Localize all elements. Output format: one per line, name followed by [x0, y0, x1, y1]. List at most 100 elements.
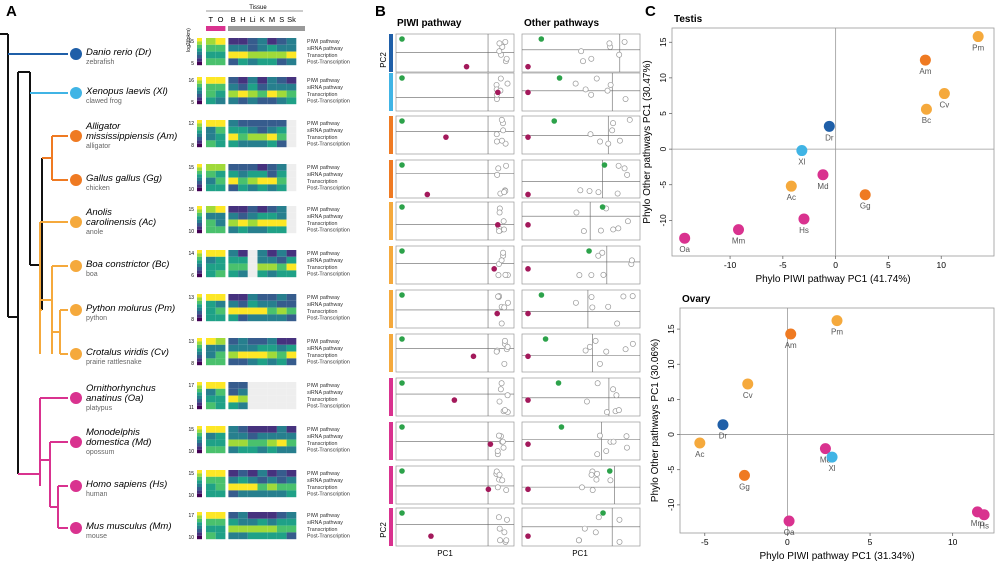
y-tick-label: 10: [666, 359, 676, 369]
heatmap-cell: [247, 270, 258, 278]
species-name: Boa constrictor (Bc): [86, 259, 169, 270]
heatmap-cell: [238, 300, 248, 308]
pca-somatic-point: [501, 304, 508, 311]
piwi-pca-plot: [395, 377, 515, 417]
heatmap-cell: [238, 77, 248, 84]
heatmap-cell: [286, 126, 297, 134]
pca-somatic-point: [503, 162, 510, 169]
pca-somatic-point: [500, 127, 507, 134]
pca-somatic-point: [572, 80, 579, 87]
species-point-label: Oa: [784, 528, 795, 537]
heatmap-cell: [238, 388, 248, 396]
heatmap-row-label: Transcription: [307, 397, 337, 403]
pca-somatic-point: [604, 87, 611, 94]
pca-ovary-point: [525, 397, 531, 403]
species-point: [978, 509, 990, 521]
heatmap-cell: [247, 512, 258, 519]
scale-tick-high: 13: [188, 339, 194, 345]
pca-frame: [521, 201, 641, 241]
heatmap-cell: [215, 256, 226, 264]
pca-frame: [395, 465, 515, 505]
pca-xlabel-left: PC1: [437, 549, 453, 558]
heatmap-cell: [228, 300, 239, 308]
other-pathways-title: Other pathways: [524, 18, 599, 29]
pca-testis-point: [399, 380, 405, 386]
heatmap-cell: [257, 226, 268, 234]
pca-somatic-point: [588, 294, 595, 300]
species-common-name: alligator: [86, 143, 111, 150]
species-point-label: Dr: [719, 432, 728, 441]
scale-swatch: [197, 388, 202, 393]
scatter-ylabel: Phylo Other pathways PC1 (30.06%): [650, 339, 661, 502]
heatmap-cell: [215, 395, 226, 403]
heatmap-cell: [215, 446, 226, 454]
heatmap-cell: [247, 90, 258, 98]
heatmap-cell: [238, 263, 248, 271]
pca-somatic-point: [614, 320, 621, 327]
scale-swatch: [197, 515, 202, 519]
pca-ovary-point: [470, 353, 477, 360]
pca-testis-point: [606, 468, 613, 474]
heatmap-cell: [257, 140, 268, 148]
scale-swatch: [197, 490, 202, 494]
heatmap-cell: [238, 402, 248, 410]
pca-clade-bar: [389, 116, 393, 154]
heatmap-row-label: Transcription: [307, 53, 337, 59]
scale-swatch: [197, 209, 202, 213]
heatmap-cell: [215, 525, 226, 533]
x-tick-label: 5: [868, 537, 873, 547]
heatmap-cell: [238, 97, 248, 105]
heatmap-cell: [247, 170, 258, 178]
scale-swatch: [197, 126, 202, 131]
scale-swatch: [197, 294, 202, 298]
heatmap-cell: [286, 314, 297, 322]
pca-somatic-point: [578, 48, 585, 55]
heatmap-row-label: Transcription: [307, 441, 337, 447]
y-tick-label: -10: [658, 214, 668, 227]
pca-somatic-point: [622, 346, 629, 353]
piwi-pca-plot: [395, 507, 515, 547]
species-point: [679, 232, 691, 244]
tissue-header: Li: [250, 15, 256, 24]
species-dot: [70, 392, 82, 404]
species-dot: [70, 87, 82, 99]
species-point-label: Hs: [799, 226, 809, 235]
species-dot: [70, 436, 82, 448]
heatmap-cell: [247, 307, 258, 315]
pca-somatic-point: [615, 162, 622, 169]
scale-swatch: [197, 476, 202, 481]
heatmap-cell: [286, 77, 297, 84]
heatmap-cell: [206, 177, 216, 185]
scale-swatch: [197, 253, 202, 257]
pca-somatic-point: [502, 337, 508, 344]
species-point-label: Pm: [831, 328, 843, 337]
heatmap-cell: [276, 470, 287, 477]
heatmap-cell: [247, 382, 258, 389]
heatmap-row-label: Post-Transcription: [307, 272, 350, 278]
heatmap-cell: [206, 44, 216, 52]
heatmap-cell: [247, 402, 258, 410]
heatmap-cell: [247, 140, 258, 148]
heatmap-scale: [197, 294, 202, 322]
heatmap-cell: [238, 432, 248, 440]
pca-somatic-point: [624, 171, 631, 178]
scale-swatch: [197, 449, 202, 454]
heatmap-cell: [286, 263, 297, 271]
other-pca-plot: [521, 421, 641, 461]
scale-tick-high: 17: [188, 513, 194, 519]
heatmap-cell: [206, 133, 216, 141]
heatmap-cell: [267, 338, 277, 345]
heatmap-cell: [276, 338, 287, 345]
pca-clade-bar: [389, 422, 393, 460]
scale-swatch: [197, 525, 202, 529]
heatmap-cell: [257, 525, 268, 533]
heatmap-cell: [267, 270, 277, 278]
heatmap-cell: [286, 164, 297, 171]
heatmap-cell: [247, 250, 258, 257]
heatmap-row-label: Post-Transcription: [307, 448, 350, 454]
scale-swatch: [197, 250, 202, 254]
heatmap-cell: [257, 446, 268, 454]
species-point-label: Mm: [732, 237, 746, 246]
species-point: [738, 469, 750, 481]
scale-swatch: [197, 402, 202, 406]
